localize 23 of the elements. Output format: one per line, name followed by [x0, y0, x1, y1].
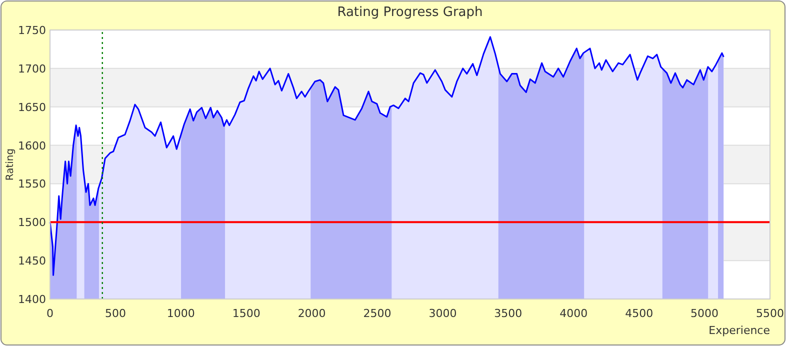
y-tick-label: 1500	[18, 216, 46, 230]
x-tick-label: 5500	[756, 307, 784, 320]
x-tick-label: 3000	[428, 307, 457, 320]
x-tick-label: 1000	[166, 307, 195, 320]
x-tick-label: 1500	[232, 307, 260, 320]
y-tick-label: 1700	[18, 62, 46, 76]
x-tick-label: 3500	[494, 307, 522, 320]
x-tick-label: 2500	[363, 307, 392, 320]
x-tick-label: 5000	[690, 307, 719, 320]
x-tick-label: 2000	[298, 307, 326, 320]
y-tick-label: 1650	[18, 100, 46, 114]
y-tick-label: 1550	[18, 178, 46, 191]
chart-title: Rating Progress Graph	[337, 5, 483, 20]
y-tick-label: 1450	[18, 254, 46, 268]
y-tick-label: 1600	[18, 139, 46, 152]
x-tick-label: 500	[104, 307, 126, 320]
y-axis-title: Rating	[5, 148, 16, 181]
x-tick-label: 0	[46, 307, 54, 320]
x-tick-label: 4000	[560, 307, 588, 320]
y-tick-label: 1400	[18, 293, 46, 306]
x-tick-label: 4500	[625, 307, 654, 320]
x-axis-title: Experience	[708, 324, 770, 337]
y-tick-label: 1750	[18, 24, 46, 37]
